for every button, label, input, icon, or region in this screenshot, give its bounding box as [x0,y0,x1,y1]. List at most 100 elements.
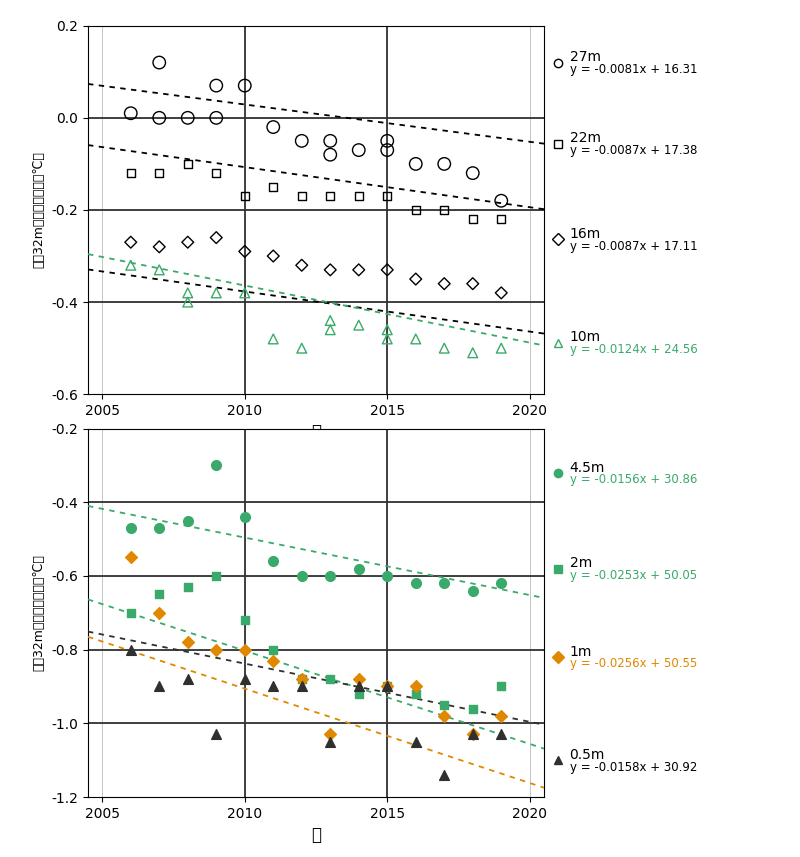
Point [210,166,222,180]
Point [410,203,422,217]
Point [124,236,137,249]
Text: y = -0.0081x + 16.31: y = -0.0081x + 16.31 [570,63,697,76]
Point [352,687,365,701]
Text: 2m: 2m [570,556,592,571]
Point [124,606,137,620]
Point [210,79,222,93]
Point [267,180,280,194]
Point [210,231,222,244]
Point [466,728,479,741]
Point [295,259,308,273]
Point [267,249,280,263]
Point [466,728,479,741]
Point [495,577,508,590]
Point [324,734,337,749]
Text: y = -0.0124x + 24.56: y = -0.0124x + 24.56 [570,343,698,356]
Point [352,561,365,575]
Point [238,672,251,686]
Point [153,56,166,69]
Point [153,521,166,535]
Point [495,194,508,207]
Point [153,588,166,602]
Point [381,134,394,147]
Point [381,569,394,583]
Point [182,296,194,309]
Point [381,263,394,277]
Point [267,680,280,693]
Point [182,580,194,594]
Text: 16m: 16m [570,227,601,242]
Y-axis label: 高度32m基準　気温差（℃）: 高度32m基準 気温差（℃） [33,554,46,671]
X-axis label: 年: 年 [311,423,321,441]
Point [238,510,251,524]
Point [438,577,450,590]
Point [438,157,450,171]
Point [410,157,422,171]
Point [182,236,194,249]
Point [182,111,194,125]
Point [182,672,194,686]
Point [466,346,479,360]
Point [182,157,194,171]
Point [352,672,365,686]
Point [495,709,508,722]
Point [124,551,137,565]
Point [381,680,394,693]
Text: y = -0.0087x + 17.38: y = -0.0087x + 17.38 [570,144,697,157]
Point [381,680,394,693]
Point [124,259,137,273]
Point [324,323,337,337]
Text: y = -0.0087x + 17.11: y = -0.0087x + 17.11 [570,240,698,253]
Point [438,341,450,355]
Point [238,244,251,258]
Point [267,333,280,346]
Point [295,569,308,583]
Point [410,680,422,693]
Point [210,111,222,125]
Point [324,672,337,686]
Point [495,680,508,693]
Point [295,189,308,203]
Text: 0.5m: 0.5m [570,748,605,762]
Text: y = -0.0253x + 50.05: y = -0.0253x + 50.05 [570,569,697,582]
Point [324,263,337,277]
Text: 1m: 1m [570,644,592,659]
Point [267,554,280,568]
Point [210,728,222,741]
Point [295,672,308,686]
Point [210,286,222,300]
Point [466,213,479,226]
Point [466,584,479,597]
Point [381,143,394,157]
Point [182,514,194,528]
Point [324,134,337,147]
Point [238,643,251,656]
Point [210,643,222,656]
Point [295,134,308,147]
Point [295,672,308,686]
Point [352,680,365,693]
Point [410,577,422,590]
Point [352,143,365,157]
Point [153,680,166,693]
Point [381,323,394,337]
Point [324,148,337,162]
Point [153,166,166,180]
Point [324,728,337,741]
Point [124,166,137,180]
Point [267,654,280,668]
Point [124,643,137,656]
Point [238,286,251,300]
Point [295,341,308,355]
Point [352,318,365,332]
Point [352,189,365,203]
X-axis label: 年: 年 [311,826,321,844]
Point [267,643,280,656]
Point [182,635,194,649]
Point [124,106,137,120]
Point [438,203,450,217]
Y-axis label: 高度32m基準　気温差（℃）: 高度32m基準 気温差（℃） [33,152,46,268]
Point [410,734,422,749]
Point [438,768,450,782]
Point [182,286,194,300]
